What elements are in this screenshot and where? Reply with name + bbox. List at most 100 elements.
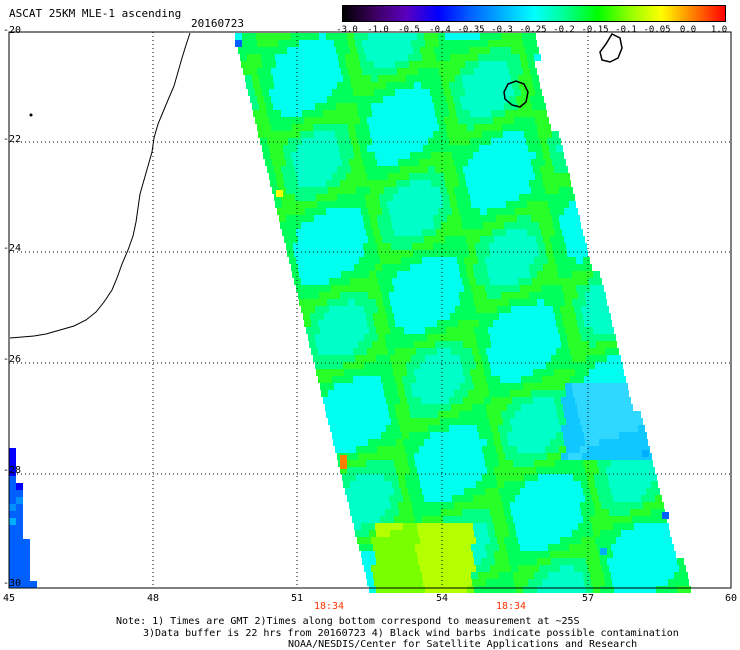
strip-cell [23,560,30,567]
swath-cell [464,313,471,320]
swath-cell [503,159,510,166]
swath-cell [345,54,352,61]
swath-cell [587,446,594,453]
swath-cell [447,390,454,397]
swath-cell [396,551,403,558]
swath-cell [425,124,432,131]
swath-cell [449,110,456,117]
swath-cell [401,544,408,551]
swath-cell [444,348,451,355]
swath-cell [307,215,314,222]
swath-cell [432,96,439,103]
swath-cell [351,341,358,348]
swath-cell [644,509,651,516]
swath-cell [377,418,384,425]
swath-cell [587,474,594,481]
swath-cell [316,369,323,376]
swath-cell [400,138,407,145]
swath-cell [493,61,500,68]
swath-cell [285,40,292,47]
swath-cell [272,159,279,166]
swath-cell [454,159,461,166]
swath-cell [313,124,320,131]
swath-cell [341,383,348,390]
swath-cell [445,180,452,187]
swath-cell [503,187,510,194]
swath-cell [421,453,428,460]
swath-cell [445,551,452,558]
swath-cell [482,390,489,397]
swath-cell [433,418,440,425]
swath-cell [243,68,250,75]
swath-cell [262,145,269,152]
swath-cell [423,376,430,383]
swath-cell [491,138,498,145]
swath-cell [341,68,348,75]
swath-cell [315,250,322,257]
swath-cell [375,523,382,530]
swath-cell [554,194,561,201]
swath-cell [390,383,397,390]
swath-cell [431,439,438,446]
swath-cell [430,320,437,327]
swath-cell [397,383,404,390]
swath-cell [424,495,431,502]
swath-cell [594,390,601,397]
swath-cell [488,383,495,390]
swath-cell [559,390,566,397]
swath-cell [336,222,343,229]
swath-cell [533,138,540,145]
swath-cell [422,572,429,579]
swath-cell [520,54,527,61]
swath-cell [321,131,328,138]
swath-cell [477,369,484,376]
swath-cell [335,446,342,453]
swath-cell [464,516,471,523]
swath-cell [444,89,451,96]
swath-cell [530,530,537,537]
swath-cell [449,138,456,145]
swath-cell [341,355,348,362]
swath-cell [467,299,474,306]
swath-cell [548,488,555,495]
swath-cell [599,411,606,418]
swath-cell [380,460,387,467]
swath-cell [639,572,646,579]
swath-cell [627,495,634,502]
swath-cell [411,40,418,47]
swath-cell [519,166,526,173]
swath-cell [519,425,526,432]
swath-cell [519,82,526,89]
swath-cell [417,208,424,215]
swath-cell [472,320,479,327]
swath-cell [419,131,426,138]
swath-cell [453,558,460,565]
swath-cell [468,187,475,194]
swath-cell [420,362,427,369]
swath-cell [426,502,433,509]
swath-cell [542,579,549,586]
swath-cell [443,201,450,208]
swath-cell [461,474,468,481]
swath-cell [457,313,464,320]
swath-cell [366,285,373,292]
swath-cell [322,278,329,285]
swath-cell [260,110,267,117]
swath-cell [445,411,452,418]
swath-cell [521,89,528,96]
swath-cell [330,397,337,404]
swath-cell [427,537,434,544]
swath-cell [605,376,612,383]
swath-cell [612,376,619,383]
swath-cell [309,166,316,173]
swath-cell [501,523,508,530]
swath-cell [346,145,353,152]
swath-cell [601,418,608,425]
swath-cell [471,313,478,320]
swath-cell [438,264,445,271]
swath-cell [564,495,571,502]
swath-cell [512,138,519,145]
swath-cell [623,565,630,572]
swath-cell [458,376,465,383]
swath-cell [446,96,453,103]
